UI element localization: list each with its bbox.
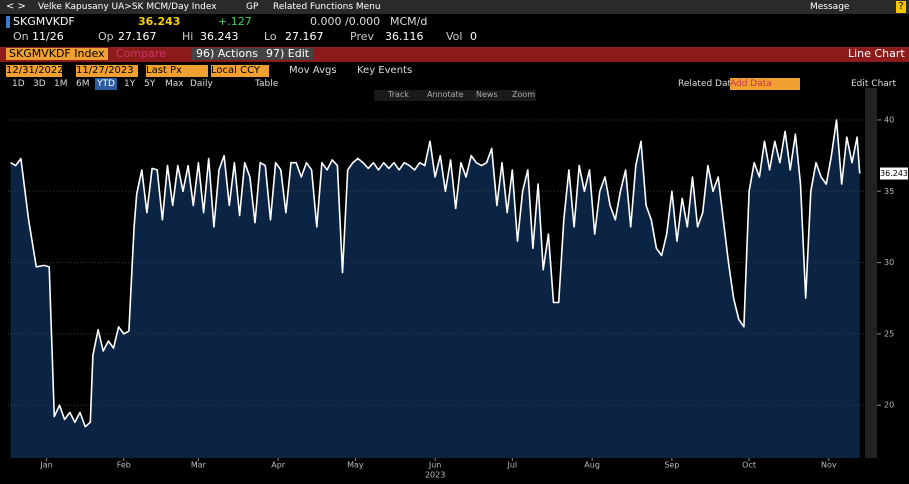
x-tick-label: Jun	[428, 461, 442, 470]
y-tick-label: 20	[884, 401, 894, 410]
top-bar	[0, 0, 909, 14]
period-button[interactable]: 1Y	[124, 79, 136, 89]
x-tick-label: Sep	[664, 461, 679, 470]
x-tick-label: May	[347, 461, 364, 470]
stat-label: Hi	[182, 30, 194, 43]
chart-type: Line Chart	[848, 47, 905, 60]
key-events[interactable]: Key Events	[357, 65, 413, 76]
period-button[interactable]: YTD	[95, 78, 117, 90]
tool-button[interactable]: Annotate	[427, 90, 464, 99]
security-path[interactable]: Velke Kapusany UA>SK MCM/Day Index	[38, 2, 217, 12]
stat-value: 36.116	[385, 30, 424, 43]
period-button[interactable]: 1M	[54, 79, 68, 89]
y-tick-label: 30	[884, 258, 894, 267]
message-button[interactable]: Message	[810, 2, 850, 12]
stat-value: 27.167	[285, 30, 324, 43]
bid-ask: 0.000 /0.000	[310, 15, 381, 28]
ticker-marker	[6, 16, 10, 28]
stat-value: 11/26	[32, 30, 64, 43]
tool-bar	[374, 90, 536, 101]
tool-button[interactable]: Zoom	[512, 90, 536, 99]
security-field[interactable]: SKGMVKDF Index	[6, 48, 108, 60]
table-button[interactable]: Table	[255, 79, 279, 89]
last-price-tag	[880, 167, 908, 180]
compare-button[interactable]: Compare	[116, 47, 166, 60]
help-button[interactable]: ?	[896, 1, 906, 13]
field-select[interactable]: Last Px	[146, 65, 208, 77]
edit-button[interactable]: 97) Edit	[262, 48, 314, 60]
stat-label: Prev	[350, 30, 374, 43]
currency-select[interactable]: Local CCY	[211, 65, 269, 77]
y-tick-label: 35	[884, 187, 894, 196]
frequency[interactable]: Daily	[190, 79, 213, 89]
x-tick-label: Jan	[39, 461, 52, 470]
stat-value: 0	[470, 30, 477, 43]
last-price: 36.243	[138, 15, 181, 28]
add-data[interactable]: Add Data	[730, 78, 800, 90]
price-line	[10, 119, 861, 428]
x-tick-label: Feb	[117, 461, 131, 470]
x-tick-label: Jul	[507, 461, 518, 470]
x-axis-label: 2023	[425, 471, 445, 480]
y-tick-label: 25	[884, 329, 894, 338]
x-tick-label: Aug	[584, 461, 600, 470]
last-price-label: 36.243	[880, 169, 908, 178]
ticker: SKGMVKDF	[13, 15, 75, 28]
y-tick-label: 40	[884, 115, 894, 124]
tool-button[interactable]: News	[476, 90, 498, 99]
tool-button[interactable]: Track	[388, 90, 409, 99]
period-button[interactable]: 1D	[12, 79, 25, 89]
related-menu[interactable]: Related Functions Menu	[273, 2, 381, 12]
stat-label: Op	[98, 30, 114, 43]
mov-avgs[interactable]: Mov Avgs	[289, 65, 337, 76]
right-strip	[865, 88, 877, 458]
x-tick-label: Apr	[271, 461, 286, 470]
stat-label: On	[13, 30, 29, 43]
area	[10, 120, 860, 458]
x-tick-label: Oct	[742, 461, 756, 470]
x-tick-label: Nov	[821, 461, 837, 470]
edit-chart[interactable]: Edit Chart	[851, 79, 897, 89]
stat-label: Vol	[446, 30, 463, 43]
x-tick-label: Mar	[191, 461, 207, 470]
gp-button[interactable]: GP	[246, 2, 259, 12]
stat-label: Lo	[264, 30, 277, 43]
start-date[interactable]: 12/31/2022	[6, 65, 64, 77]
end-date[interactable]: 11/27/2023	[76, 65, 138, 77]
stat-value: 36.243	[200, 30, 239, 43]
nav-arrows[interactable]: < >	[6, 1, 26, 12]
stat-value: 27.167	[118, 30, 157, 43]
period-button[interactable]: 6M	[76, 79, 90, 89]
period-button[interactable]: 3D	[33, 79, 46, 89]
price-change: +.127	[218, 15, 252, 28]
actions-button[interactable]: 96) Actions	[192, 48, 262, 60]
period-button[interactable]: Max	[165, 79, 184, 89]
period-button[interactable]: 5Y	[144, 79, 156, 89]
related-data[interactable]: Related Data	[678, 79, 737, 89]
unit: MCM/d	[390, 15, 428, 28]
